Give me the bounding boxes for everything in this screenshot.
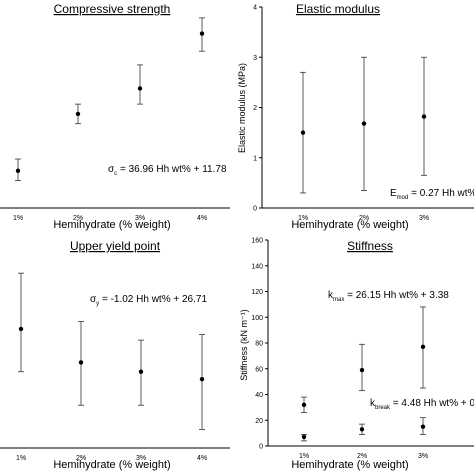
panel-title: Compressive strength (54, 2, 171, 16)
y-tick-label: 60 (255, 366, 263, 373)
y-tick-label: 20 (255, 418, 263, 425)
y-tick-label: 3 (253, 55, 257, 62)
kmax-eq-subscript: max (333, 297, 344, 303)
fit-eq-subscript: y (96, 301, 99, 307)
stiffness-panel: Stiffness 1% 2% 3% Hemihydrate (% weight) 0 20… (239, 238, 474, 471)
y-tick-label: 4 (253, 5, 257, 12)
series-1-point (301, 434, 307, 440)
x-tick-label: 3% (418, 453, 428, 460)
x-tick-label: 4% (197, 455, 207, 462)
fit-eq-text: = 0.27 Hh wt% (408, 188, 474, 199)
y-tick-label: 0 (259, 444, 263, 451)
series-point (199, 31, 205, 36)
series-point (138, 369, 144, 374)
x-tick-label: 1% (298, 215, 308, 222)
x-axis-label: Hemihydrate (% weight) (53, 459, 170, 471)
kbreak-eq-symbol: k (370, 398, 376, 409)
x-tick-label: 3% (419, 215, 429, 222)
series-0-point (420, 344, 426, 350)
fit-eq-symbol: σ (90, 294, 97, 305)
y-tick-label: 1 (253, 155, 257, 162)
y-tick-label: 100 (251, 315, 263, 322)
kmax-eq-text: = 26.15 Hh wt% + 3.38 (344, 290, 449, 301)
fit-eq-symbol: σ (108, 164, 115, 175)
fit-equation: σy = -1.02 Hh wt% + 26.71 (90, 294, 207, 307)
series-point (421, 114, 427, 119)
x-tick-label: 3% (136, 455, 146, 462)
y-tick-label: 140 (251, 263, 263, 270)
fit-equation: Emod = 0.27 Hh wt% (390, 188, 474, 201)
series-point (300, 130, 306, 135)
fit-eq-text: = -1.02 Hh wt% + 26.71 (99, 294, 207, 305)
x-tick-label: 1% (13, 215, 23, 222)
fit-equation: σc = 36.96 Hh wt% + 11.78 (108, 164, 227, 177)
series-point (361, 121, 367, 126)
series-point (15, 168, 21, 173)
x-tick-label: 1% (16, 455, 26, 462)
kmax-equation: kmax = 26.15 Hh wt% + 3.38 (328, 290, 449, 303)
y-tick-label: 80 (255, 341, 263, 348)
series-point (18, 326, 24, 332)
x-tick-label: 4% (197, 215, 207, 222)
fit-eq-text: = 36.96 Hh wt% + 11.78 (117, 164, 227, 175)
x-tick-label: 2% (73, 215, 83, 222)
panel-title: Upper yield point (70, 239, 161, 253)
fit-eq-subscript: c (114, 171, 117, 177)
x-tick-label: 3% (135, 215, 145, 222)
kmax-eq-symbol: k (328, 290, 334, 301)
y-tick-label: 160 (251, 238, 263, 245)
y-tick-label: 0 (253, 206, 257, 213)
x-axis-label: Hemihydrate (% weight) (291, 219, 408, 231)
x-tick-label: 1% (299, 453, 309, 460)
y-tick-label: 120 (251, 289, 263, 296)
series-point (199, 376, 205, 382)
panel-title: Elastic modulus (296, 2, 380, 16)
y-tick-label: 2 (253, 105, 257, 112)
series-0-point (359, 367, 365, 373)
x-axis-label: Hemihydrate (% weight) (53, 219, 170, 231)
upper-yield-point-panel: Upper yield point 1% 2% 3% 4% Hemihydrate (% … (0, 239, 230, 471)
panel-title: Stiffness (347, 239, 393, 253)
elastic-modulus-panel: Elastic modulus 1% 2% 3% Hemihydrate (% weig… (237, 2, 474, 231)
kbreak-eq-text: = 4.48 Hh wt% + 0 (390, 398, 474, 409)
fit-eq-symbol: E (390, 188, 397, 199)
x-axis-label: Hemihydrate (% weight) (291, 459, 408, 471)
series-point (137, 86, 143, 91)
y-axis-label: Stiffness (kN m⁻¹) (239, 309, 249, 381)
fit-eq-subscript: mod (397, 195, 409, 201)
series-point (75, 111, 81, 117)
kbreak-equation: kbreak = 4.48 Hh wt% + 0 (370, 398, 474, 411)
x-tick-label: 2% (76, 455, 86, 462)
x-tick-label: 2% (359, 215, 369, 222)
y-tick-label: 40 (255, 392, 263, 399)
series-1-point (420, 424, 426, 429)
series-1-point (359, 427, 365, 432)
x-tick-label: 2% (357, 453, 367, 460)
y-axis-label: Elastic modulus (MPa) (237, 63, 247, 153)
compressive-strength-panel: Compressive strength 1% 2% 3% 4% Hemihydrate … (0, 2, 230, 231)
series-0-point (301, 402, 307, 407)
series-point (78, 360, 84, 365)
kbreak-eq-subscript: break (375, 405, 391, 411)
